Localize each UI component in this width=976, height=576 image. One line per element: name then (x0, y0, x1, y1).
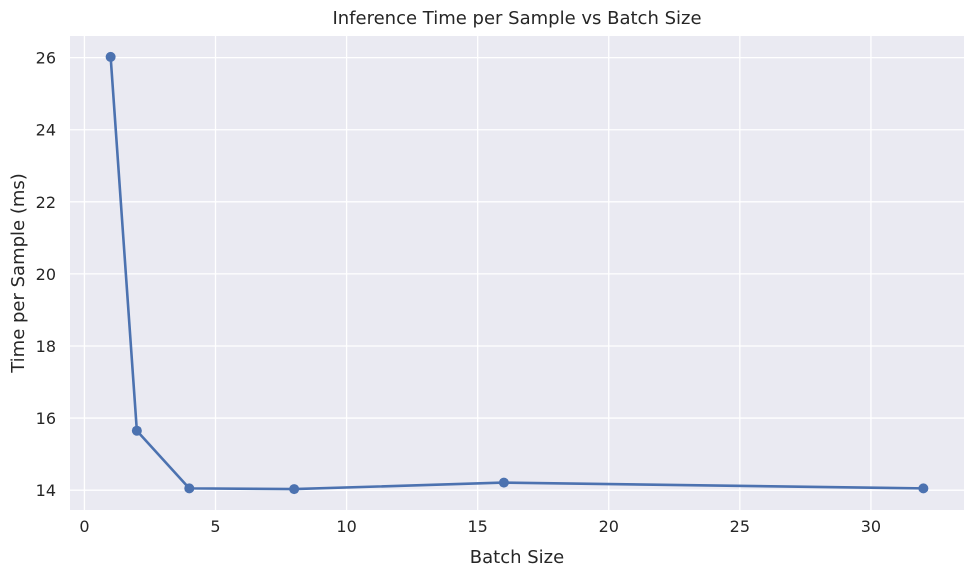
data-point (918, 483, 929, 494)
data-point (498, 477, 509, 488)
x-tick-labels: 0 5 10 15 20 25 30 (79, 517, 881, 536)
y-tick-label: 18 (36, 337, 56, 356)
x-tick-label: 30 (861, 517, 881, 536)
x-tick-label: 15 (467, 517, 487, 536)
x-grid-lines (83, 36, 872, 510)
y-tick-labels: 14 16 18 20 22 24 26 (36, 49, 56, 501)
chart-title: Inference Time per Sample vs Batch Size (332, 8, 701, 29)
x-tick-label: 5 (210, 517, 220, 536)
y-grid-lines (70, 56, 964, 491)
x-tick-label: 25 (730, 517, 750, 536)
y-tick-label: 22 (36, 193, 56, 212)
y-tick-label: 26 (36, 49, 56, 68)
y-tick-label: 20 (36, 265, 56, 284)
y-tick-label: 24 (36, 121, 56, 140)
plot-area (70, 36, 964, 510)
x-tick-label: 20 (599, 517, 619, 536)
x-axis-label: Batch Size (470, 547, 564, 568)
x-tick-label: 10 (336, 517, 356, 536)
data-point (289, 484, 300, 495)
data-point (184, 483, 195, 494)
y-tick-label: 16 (36, 409, 56, 428)
data-point (131, 425, 142, 436)
y-axis-label: Time per Sample (ms) (8, 173, 29, 374)
y-tick-label: 14 (36, 481, 56, 500)
x-tick-label: 0 (79, 517, 89, 536)
series-line (109, 55, 925, 491)
data-point (105, 51, 116, 62)
series-layer (105, 51, 929, 495)
